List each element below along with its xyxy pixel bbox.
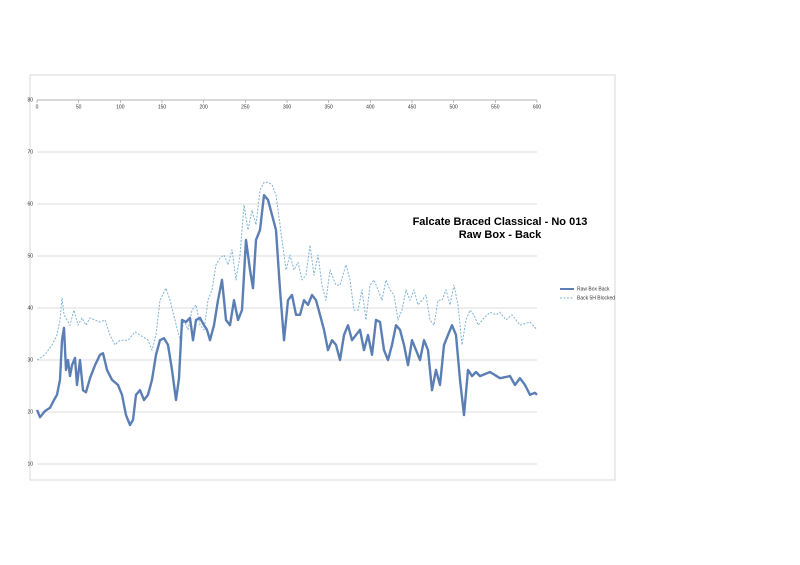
x-tick-label: 550 <box>491 104 500 110</box>
chart-title: Falcate Braced Classical - No 013 <box>413 216 588 228</box>
y-tick-label: 10 <box>27 461 33 467</box>
x-tick-label: 50 <box>76 104 82 110</box>
x-tick-label: 200 <box>199 104 208 110</box>
y-tick-label: 50 <box>27 253 33 259</box>
x-tick-label: 400 <box>366 104 375 110</box>
x-tick-label: 0 <box>36 104 39 110</box>
chart-subtitle: Raw Box - Back <box>459 229 542 241</box>
y-tick-label: 20 <box>27 409 33 415</box>
x-tick-label: 450 <box>408 104 417 110</box>
legend-label: Raw Box Back <box>577 286 610 292</box>
x-tick-label: 300 <box>283 104 292 110</box>
y-tick-label: 40 <box>27 305 33 311</box>
y-tick-label: 80 <box>27 97 33 103</box>
x-tick-label: 500 <box>449 104 458 110</box>
x-tick-label: 250 <box>241 104 250 110</box>
y-tick-label: 70 <box>27 149 33 155</box>
chart-frame <box>29 74 616 481</box>
x-tick-label: 600 <box>533 104 542 110</box>
legend-label: Back 5H Blocked <box>577 295 615 301</box>
x-tick-label: 350 <box>324 104 333 110</box>
series-line <box>36 181 538 361</box>
x-tick-label: 150 <box>158 104 167 110</box>
y-tick-label: 30 <box>27 357 33 363</box>
y-tick-label: 60 <box>27 201 33 207</box>
series-line <box>35 194 538 427</box>
x-tick-label: 100 <box>116 104 125 110</box>
